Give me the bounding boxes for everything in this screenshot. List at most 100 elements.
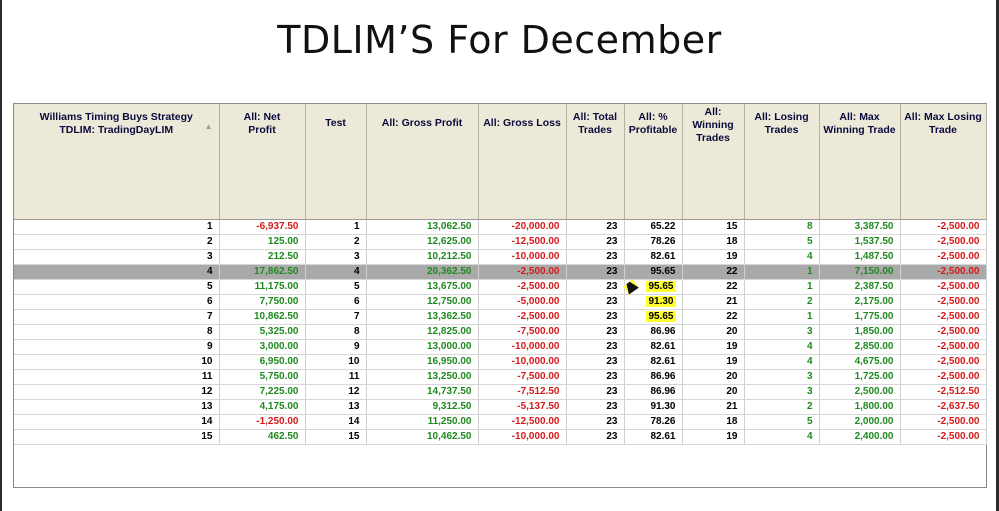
- cell-test: 5: [305, 279, 367, 295]
- cell-total-trades: 23: [566, 324, 625, 340]
- cell-net-profit: 10,862.50: [219, 309, 306, 325]
- column-header-strategy[interactable]: Williams Timing Buys Strategy TDLIM: Tra…: [14, 104, 220, 219]
- cell-losing-trades: 4: [744, 354, 820, 370]
- cell-gross-loss: -7,500.00: [478, 324, 567, 340]
- cell-total-trades: 23: [566, 369, 625, 385]
- table-row[interactable]: 10 6,950.00 10 16,950.00 -10,000.00 23 82.61 19…: [14, 354, 987, 370]
- cell-pct-profitable: 95.65: [624, 309, 683, 325]
- table-row[interactable]: 14 -1,250.00 14 11,250.00 -12,500.00 23 78.26 1…: [14, 414, 987, 430]
- cell-winning-trades: 21: [682, 294, 745, 310]
- cell-pct-profitable: 78.26: [624, 414, 683, 430]
- cell-gross-profit: 12,625.00: [366, 234, 479, 250]
- cell-net-profit: 5,750.00: [219, 369, 306, 385]
- cell-test: 1: [305, 218, 367, 235]
- column-header-max-winning-trade[interactable]: All: Max Winning Trade: [819, 104, 901, 219]
- cell-max-winning-trade: 1,537.50: [819, 234, 901, 250]
- column-header-label: All: Max Losing Trade: [904, 111, 982, 136]
- cell-test: 4: [305, 264, 367, 280]
- cell-total-trades: 23: [566, 399, 625, 415]
- cell-winning-trades: 19: [682, 339, 745, 355]
- cell-total-trades: 23: [566, 429, 625, 445]
- column-header-label: All: Total Trades: [572, 111, 618, 136]
- cell-net-profit: 462.50: [219, 429, 306, 445]
- column-header-total-trades[interactable]: All: Total Trades: [566, 104, 625, 219]
- cell-gross-loss: -2,500.00: [478, 279, 567, 295]
- column-header-net-profit[interactable]: All: Net Profit: [219, 104, 306, 219]
- cell-losing-trades: 5: [744, 234, 820, 250]
- cell-row-id: 6: [14, 294, 220, 310]
- table-row[interactable]: 1 -6,937.50 1 13,062.50 -20,000.00 23 65.22 15 8…: [14, 218, 987, 235]
- cell-gross-loss: -10,000.00: [478, 354, 567, 370]
- cell-losing-trades: 8: [744, 218, 820, 235]
- cell-row-id: 9: [14, 339, 220, 355]
- table-row[interactable]: 9 3,000.00 9 13,000.00 -10,000.00 23 82.61 19 4 2…: [14, 339, 987, 355]
- results-body: 1 -6,937.50 1 13,062.50 -20,000.00 23 65.22 15 8…: [14, 218, 987, 445]
- cell-gross-profit: 13,362.50: [366, 309, 479, 325]
- cell-pct-profitable: 82.61: [624, 249, 683, 265]
- cell-gross-profit: 9,312.50: [366, 399, 479, 415]
- cell-net-profit: 5,325.00: [219, 324, 306, 340]
- column-header-winning-trades[interactable]: All: Winning Trades: [682, 104, 745, 219]
- cell-gross-profit: 16,950.00: [366, 354, 479, 370]
- cell-winning-trades: 21: [682, 399, 745, 415]
- cell-net-profit: 3,000.00: [219, 339, 306, 355]
- cell-max-winning-trade: 2,500.00: [819, 384, 901, 400]
- table-row[interactable]: 4 17,862.50 4 20,362.50 -2,500.00 23 95.65 22 1 7…: [14, 264, 987, 280]
- cell-max-losing-trade: -2,500.00: [900, 294, 987, 310]
- cell-max-losing-trade: -2,500.00: [900, 249, 987, 265]
- cell-gross-profit: 13,675.00: [366, 279, 479, 295]
- cell-winning-trades: 18: [682, 414, 745, 430]
- column-header-test[interactable]: Test: [305, 104, 367, 219]
- cell-pct-profitable: 82.61: [624, 339, 683, 355]
- cell-row-id: 8: [14, 324, 220, 340]
- column-header-gross-profit[interactable]: All: Gross Profit: [366, 104, 479, 219]
- cell-max-winning-trade: 7,150.00: [819, 264, 901, 280]
- cell-losing-trades: 4: [744, 339, 820, 355]
- table-row[interactable]: 13 4,175.00 13 9,312.50 -5,137.50 23 91.30 21 2 1…: [14, 399, 987, 415]
- cell-max-losing-trade: -2,500.00: [900, 429, 987, 445]
- mouse-cursor-icon: [622, 278, 639, 295]
- table-row[interactable]: 8 5,325.00 8 12,825.00 -7,500.00 23 86.96 20 3 1,…: [14, 324, 987, 340]
- table-row[interactable]: 5 11,175.00 5 13,675.00 -2,500.00 23 95.65 22 1 2…: [14, 278, 987, 295]
- cell-total-trades: 23: [566, 218, 625, 235]
- cell-row-id: 13: [14, 399, 220, 415]
- cell-total-trades: 23: [566, 309, 625, 325]
- table-row[interactable]: 6 7,750.00 6 12,750.00 -5,000.00 23 91.30 21 2 2,…: [14, 294, 987, 310]
- cell-gross-loss: -2,500.00: [478, 309, 567, 325]
- table-row[interactable]: 3 212.50 3 10,212.50 -10,000.00 23 82.61 19 4 1,4…: [14, 249, 987, 265]
- cell-max-winning-trade: 2,400.00: [819, 429, 901, 445]
- cell-gross-loss: -7,500.00: [478, 369, 567, 385]
- cell-net-profit: 11,175.00: [219, 279, 306, 295]
- cell-net-profit: 17,862.50: [219, 264, 306, 280]
- cell-row-id: 4: [14, 264, 220, 280]
- optimization-report-table[interactable]: Williams Timing Buys Strategy TDLIM: Tra…: [13, 103, 987, 488]
- cell-net-profit: 212.50: [219, 249, 306, 265]
- cell-test: 3: [305, 249, 367, 265]
- sort-ascending-icon[interactable]: ▲: [204, 122, 213, 131]
- cell-gross-profit: 11,250.00: [366, 414, 479, 430]
- table-row[interactable]: 7 10,862.50 7 13,362.50 -2,500.00 23 95.65 22 1 1…: [14, 309, 987, 325]
- header-row: Williams Timing Buys Strategy TDLIM: Tra…: [14, 104, 987, 219]
- column-header-pct-profitable[interactable]: All: % Profitable: [624, 104, 683, 219]
- table-row[interactable]: 2 125.00 2 12,625.00 -12,500.00 23 78.26 18 5 1,5…: [14, 234, 987, 250]
- table-row[interactable]: 11 5,750.00 11 13,250.00 -7,500.00 23 86.96 20 3…: [14, 369, 987, 385]
- cell-pct-profitable: 65.22: [624, 218, 683, 235]
- cell-test: 13: [305, 399, 367, 415]
- frame-right-border: [996, 0, 999, 511]
- cell-losing-trades: 2: [744, 294, 820, 310]
- cell-row-id: 3: [14, 249, 220, 265]
- cell-winning-trades: 20: [682, 369, 745, 385]
- highlighted-value: 91.30: [646, 296, 676, 307]
- column-header-gross-loss[interactable]: All: Gross Loss: [478, 104, 567, 219]
- cell-max-winning-trade: 1,725.00: [819, 369, 901, 385]
- column-header-max-losing-trade[interactable]: All: Max Losing Trade: [900, 104, 987, 219]
- cell-total-trades: 23: [566, 414, 625, 430]
- table-row[interactable]: 12 7,225.00 12 14,737.50 -7,512.50 23 86.96 20 3…: [14, 384, 987, 400]
- table-row[interactable]: 15 462.50 15 10,462.50 -10,000.00 23 82.61 19 4 2…: [14, 429, 987, 445]
- cell-max-losing-trade: -2,500.00: [900, 354, 987, 370]
- cell-row-id: 5: [14, 279, 220, 295]
- cell-row-id: 2: [14, 234, 220, 250]
- cell-max-losing-trade: -2,500.00: [900, 339, 987, 355]
- column-header-losing-trades[interactable]: All: Losing Trades: [744, 104, 820, 219]
- cell-winning-trades: 22: [682, 309, 745, 325]
